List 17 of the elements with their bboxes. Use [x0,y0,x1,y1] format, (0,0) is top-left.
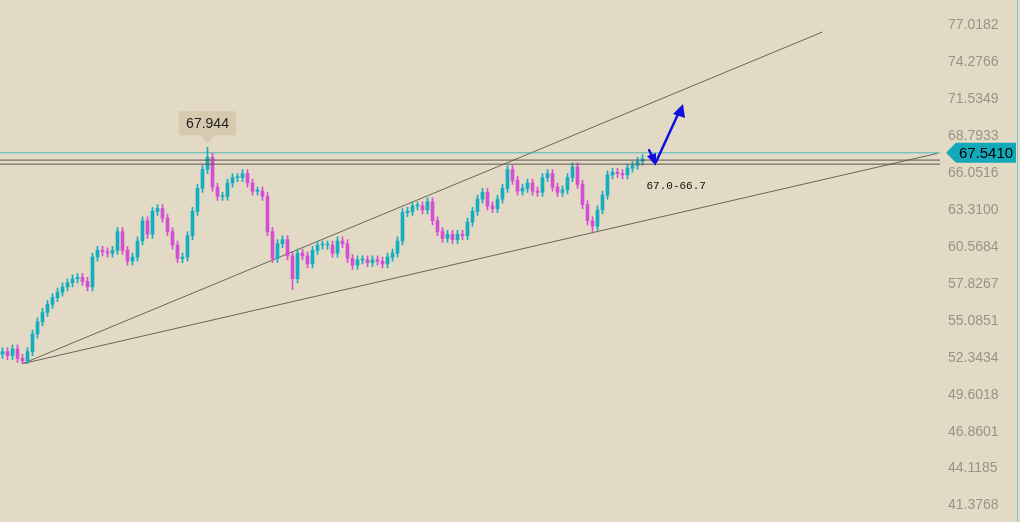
y-tick-label: 63.3100 [948,200,999,217]
ref-line-label: 67.5410 [958,143,1014,161]
y-tick-label: 46.8601 [948,422,999,439]
y-tick-label: 77.0182 [948,15,999,32]
y-tick-label: 60.5684 [948,237,999,254]
y-tick-label: 68.7933 [948,126,999,143]
y-tick-label: 49.6018 [948,385,999,402]
y-tick-label: 74.2766 [948,52,999,69]
annotation: 67.944 [186,115,230,132]
y-tick-label: 52.3434 [948,348,999,365]
y-tick-label: 41.3768 [948,496,999,513]
y-tick-label: 57.8267 [948,274,999,291]
y-tick-label: 55.0851 [948,311,999,328]
annotation: 67.0-66.7 [646,179,706,192]
y-tick-label: 71.5349 [948,89,999,106]
y-tick-label: 44.1185 [948,459,998,476]
y-tick-label: 66.0516 [948,163,999,180]
